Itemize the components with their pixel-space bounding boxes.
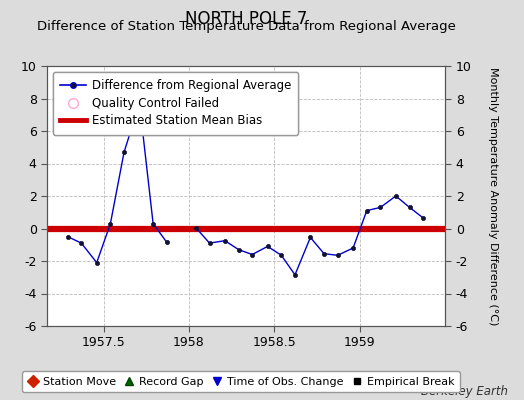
- Text: Difference of Station Temperature Data from Regional Average: Difference of Station Temperature Data f…: [37, 20, 456, 33]
- Text: Berkeley Earth: Berkeley Earth: [421, 385, 508, 398]
- Legend: Station Move, Record Gap, Time of Obs. Change, Empirical Break: Station Move, Record Gap, Time of Obs. C…: [22, 371, 460, 392]
- Y-axis label: Monthly Temperature Anomaly Difference (°C): Monthly Temperature Anomaly Difference (…: [488, 67, 498, 325]
- Legend: Difference from Regional Average, Quality Control Failed, Estimated Station Mean: Difference from Regional Average, Qualit…: [53, 72, 299, 134]
- Text: NORTH POLE 7: NORTH POLE 7: [185, 10, 308, 28]
